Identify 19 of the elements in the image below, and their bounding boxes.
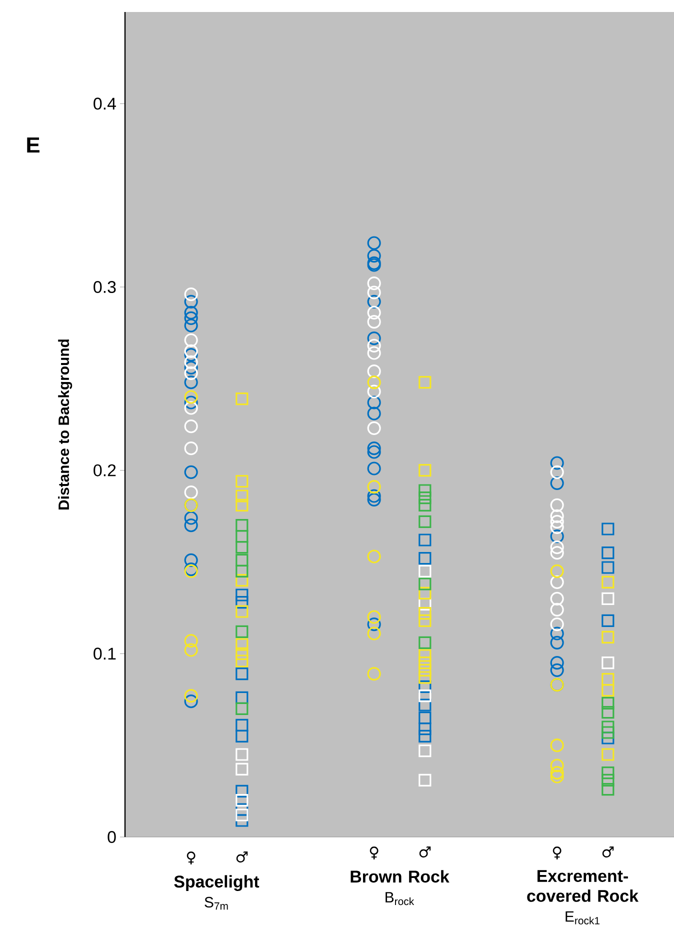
y-tick-label: 0.3 [94, 281, 116, 293]
x-tick-label: ♀ [186, 852, 196, 864]
x-tick-label: ♂ [602, 846, 614, 858]
text: E$_{rock1}$ [566, 911, 600, 924]
x-axis-title: Brown Rock [350, 870, 450, 883]
y-tick-label: 0.1 [94, 648, 116, 660]
text: E [27, 137, 40, 153]
text: B$_{rock}$ [386, 892, 414, 906]
x-tick-label: ♂ [419, 846, 431, 858]
x-axis-title: Excrement-covered Rock [527, 870, 639, 902]
text: S$_{7m}$ [204, 896, 228, 910]
y-tick-label: 0.2 [94, 464, 116, 476]
x-tick-label: ♂ [236, 852, 248, 863]
y-tick-label: 0 [108, 831, 116, 844]
x-tick-label: ♀ [552, 846, 562, 860]
x-axis-title: Spacelight [174, 875, 260, 892]
y-tick-label: 0.4 [94, 98, 116, 110]
y-axis-title: Distance to Background [58, 340, 72, 510]
x-tick-label: ♀ [370, 846, 378, 860]
